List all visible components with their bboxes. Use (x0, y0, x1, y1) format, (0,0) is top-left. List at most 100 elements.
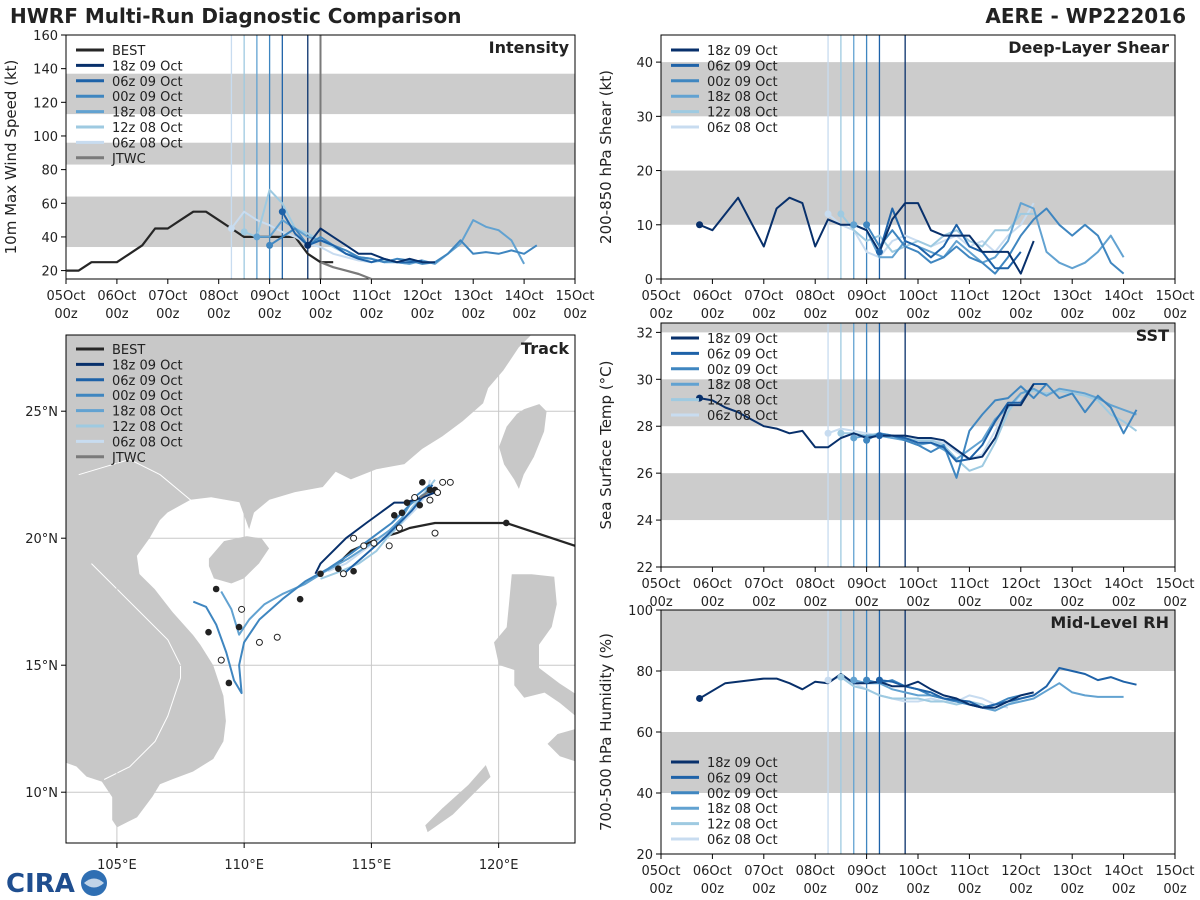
x-tick-label: 05Oct (641, 864, 680, 879)
legend-label: 00z 09 Oct (707, 787, 778, 802)
x-tick-label: 00z (1163, 307, 1187, 322)
legend-label: 06z 09 Oct (707, 347, 778, 362)
x-tick-label: 00z (804, 595, 828, 610)
x-tick-label: 10Oct (898, 864, 937, 879)
legend-label: 12z 08 Oct (112, 420, 183, 435)
x-tick-label: 07Oct (148, 289, 187, 304)
y-tick-label: 100 (33, 130, 58, 145)
shaded-band (661, 323, 1175, 332)
track-point-filled (399, 510, 406, 517)
data-point (850, 221, 857, 228)
data-point (279, 208, 286, 215)
y-tick-label: 32 (636, 326, 653, 341)
legend-label: 06z 08 Oct (707, 121, 778, 136)
panel-title: Intensity (489, 38, 570, 57)
data-point (241, 228, 248, 235)
data-point (850, 434, 857, 441)
x-tick-label: 06Oct (693, 289, 732, 304)
legend-label: 18z 08 Oct (707, 802, 778, 817)
y-tick-label: 10°N (25, 786, 58, 801)
x-tick-label: 00z (701, 882, 725, 897)
x-tick-label: 14Oct (1104, 577, 1143, 592)
data-point (696, 221, 703, 228)
track-point-open (412, 495, 418, 501)
x-tick-label: 00z (1112, 307, 1136, 322)
track-point-filled (317, 570, 324, 577)
x-tick-label: 00z (105, 307, 129, 322)
y-tick-label: 0 (645, 273, 653, 288)
x-tick-label: 00z (855, 307, 879, 322)
legend-label: 18z 08 Oct (707, 378, 778, 393)
x-tick-label: 09Oct (250, 289, 289, 304)
x-tick-label: 00z (156, 307, 180, 322)
x-tick-label: 06Oct (693, 864, 732, 879)
x-tick-label: 00z (1163, 595, 1187, 610)
data-point (876, 677, 883, 684)
y-tick-label: 60 (41, 197, 58, 212)
track-point-open (361, 543, 367, 549)
legend-label: 12z 08 Oct (707, 394, 778, 409)
legend-label: 18z 09 Oct (707, 332, 778, 347)
x-tick-label: 15Oct (1155, 577, 1194, 592)
x-tick-label: 00z (1163, 882, 1187, 897)
x-tick-label: 09Oct (847, 864, 886, 879)
data-point (253, 233, 260, 240)
x-tick-label: 00z (906, 595, 930, 610)
x-tick-label: 07Oct (744, 577, 783, 592)
y-tick-label: 20°N (25, 532, 58, 547)
legend-label: 18z 08 Oct (707, 90, 778, 105)
x-tick-label: 00z (1112, 595, 1136, 610)
legend-label: 06z 09 Oct (112, 374, 183, 389)
y-tick-label: 120 (33, 96, 58, 111)
x-tick-label: 08Oct (796, 289, 835, 304)
y-tick-label: 100 (628, 604, 653, 619)
x-tick-label: 09Oct (847, 289, 886, 304)
x-tick-label: 00z (958, 307, 982, 322)
x-tick-label: 15Oct (1155, 864, 1194, 879)
x-tick-label: 00z (1009, 307, 1033, 322)
legend-label: 06z 09 Oct (707, 59, 778, 74)
x-tick-label: 14Oct (1104, 864, 1143, 879)
legend-label: 06z 08 Oct (112, 136, 183, 151)
x-tick-label: 08Oct (796, 577, 835, 592)
x-tick-label: 00z (411, 307, 435, 322)
x-tick-label: 00z (752, 307, 776, 322)
track-point-open (435, 489, 441, 495)
y-tick-label: 30 (636, 373, 653, 388)
data-point (863, 437, 870, 444)
x-tick-label: 06Oct (693, 577, 732, 592)
x-tick-label: 00z (958, 595, 982, 610)
x-tick-label: 12Oct (403, 289, 442, 304)
x-tick-label: 00z (563, 307, 587, 322)
legend-label: JTWC (111, 152, 146, 167)
data-point (696, 695, 703, 702)
x-tick-label: 13Oct (454, 289, 493, 304)
legend-label: 06z 08 Oct (112, 435, 183, 450)
x-tick-label: 00z (309, 307, 333, 322)
track-point-open (371, 540, 377, 546)
x-tick-label: 07Oct (744, 864, 783, 879)
x-tick-label: 10Oct (898, 577, 937, 592)
track-point-filled (350, 568, 357, 575)
x-tick-label: 120°E (479, 858, 519, 873)
legend-label: 18z 09 Oct (707, 756, 778, 771)
x-tick-label: 115°E (352, 858, 392, 873)
track-point-open (340, 571, 346, 577)
x-tick-label: 00z (752, 595, 776, 610)
x-tick-label: 00z (1061, 882, 1085, 897)
x-tick-label: 00z (512, 307, 536, 322)
x-tick-label: 10Oct (301, 289, 340, 304)
data-point (825, 430, 832, 437)
track-point-open (432, 530, 438, 536)
shaded-band (661, 473, 1175, 520)
data-point (825, 210, 832, 217)
x-tick-label: 00z (958, 882, 982, 897)
data-point (228, 225, 235, 232)
legend-label: 18z 09 Oct (112, 358, 183, 373)
y-tick-label: 20 (636, 848, 653, 863)
track-point-open (256, 639, 262, 645)
x-tick-label: 00z (1061, 307, 1085, 322)
x-tick-label: 07Oct (744, 289, 783, 304)
panel-rh: 2040608010005Oct00z06Oct00z07Oct00z08Oct… (597, 604, 1195, 897)
track-point-open (447, 479, 453, 485)
